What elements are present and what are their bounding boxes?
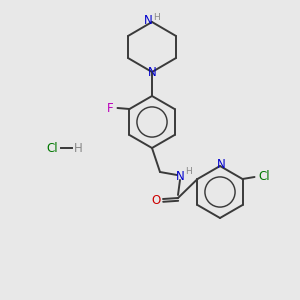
Text: N: N [144,14,152,28]
Text: H: H [74,142,82,154]
Text: N: N [148,67,156,80]
Text: H: H [184,167,191,176]
Text: Cl: Cl [46,142,58,154]
Text: H: H [154,13,160,22]
Text: Cl: Cl [259,170,270,184]
Text: F: F [107,101,114,115]
Text: N: N [176,169,184,182]
Text: O: O [152,194,160,206]
Text: N: N [217,158,225,172]
